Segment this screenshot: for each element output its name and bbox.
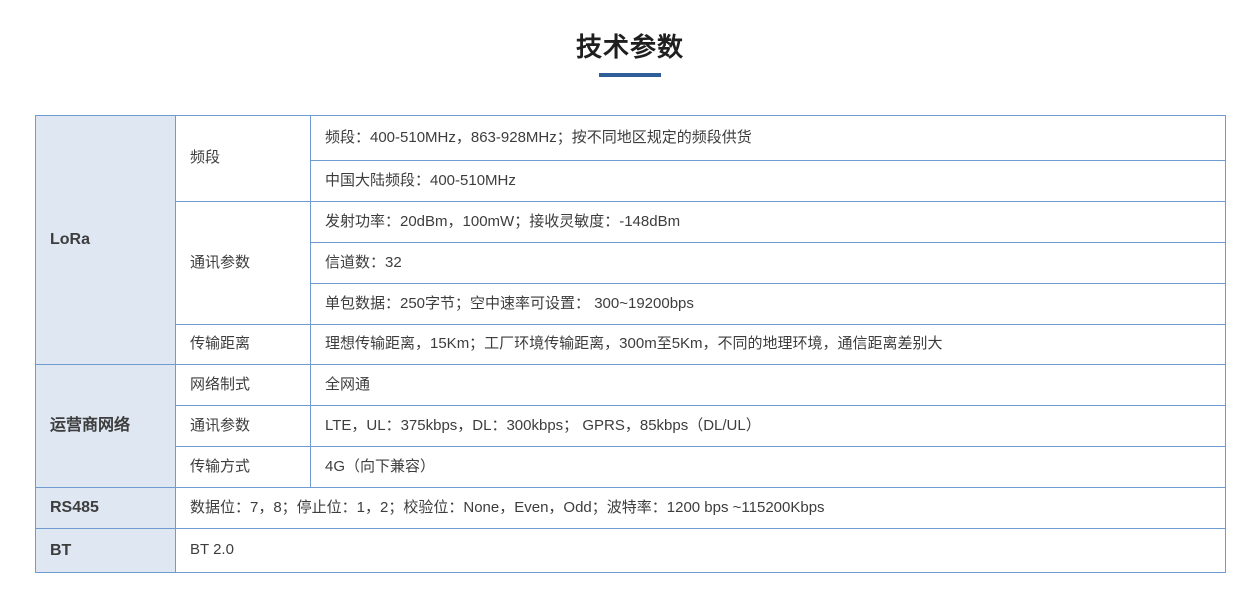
- param-value-cell: 单包数据：250字节；空中速率可设置： 300~19200bps: [310, 283, 1226, 325]
- spec-table: LoRa 频段 频段：400-510MHz，863-928MHz；按不同地区规定…: [35, 115, 1226, 573]
- param-value-cell: LTE，UL：375kbps，DL：300kbps； GPRS，85kbps（D…: [310, 405, 1226, 447]
- param-value-cell: BT 2.0: [175, 528, 1226, 573]
- table-row: 中国大陆频段：400-510MHz: [36, 160, 1226, 202]
- table-row: 传输距离 理想传输距离，15Km；工厂环境传输距离，300m至5Km，不同的地理…: [36, 324, 1226, 365]
- table-row: 通讯参数 发射功率：20dBm，100mW；接收灵敏度：-148dBm: [36, 201, 1226, 325]
- page-header: 技术参数: [0, 32, 1260, 78]
- param-label-cell: 传输距离: [175, 324, 311, 365]
- param-value-cell: 数据位：7，8；停止位：1，2；校验位：None，Even，Odd；波特率：12…: [175, 487, 1226, 529]
- param-label-cell: 频段: [175, 115, 311, 202]
- param-value-cell: 4G（向下兼容）: [310, 446, 1226, 488]
- param-label-cell: 网络制式: [175, 364, 311, 406]
- param-value-cell: 理想传输距离，15Km；工厂环境传输距离，300m至5Km，不同的地理环境，通信…: [310, 324, 1226, 365]
- group-cell-carrier-network: 运营商网络: [35, 364, 176, 488]
- table-row: 通讯参数 LTE，UL：375kbps，DL：300kbps； GPRS，85k…: [36, 405, 1226, 447]
- group-cell-lora: LoRa: [35, 115, 176, 365]
- param-value-cell: 中国大陆频段：400-510MHz: [310, 160, 1226, 202]
- table-row: BT BT 2.0: [35, 528, 1226, 573]
- table-row: 运营商网络 网络制式 全网通: [35, 364, 1226, 488]
- param-label-cell: 通讯参数: [175, 405, 311, 447]
- page-title: 技术参数: [575, 32, 684, 62]
- param-value-cell: 频段：400-510MHz，863-928MHz；按不同地区规定的频段供货: [310, 115, 1226, 161]
- param-value-cell: 信道数：32: [310, 242, 1226, 284]
- table-row: 传输方式 4G（向下兼容）: [36, 446, 1226, 488]
- table-row: 信道数：32: [36, 242, 1226, 284]
- param-label-cell: 传输方式: [175, 446, 311, 488]
- group-cell-bt: BT: [35, 528, 176, 573]
- param-value-cell: 发射功率：20dBm，100mW；接收灵敏度：-148dBm: [310, 201, 1226, 243]
- param-value-cell: 全网通: [310, 364, 1226, 406]
- group-cell-rs485: RS485: [35, 487, 176, 529]
- param-label-cell: 通讯参数: [175, 201, 311, 325]
- table-row: LoRa 频段 频段：400-510MHz，863-928MHz；按不同地区规定…: [35, 115, 1226, 365]
- title-underline-accent: [599, 73, 661, 78]
- table-row: RS485 数据位：7，8；停止位：1，2；校验位：None，Even，Odd；…: [35, 487, 1226, 529]
